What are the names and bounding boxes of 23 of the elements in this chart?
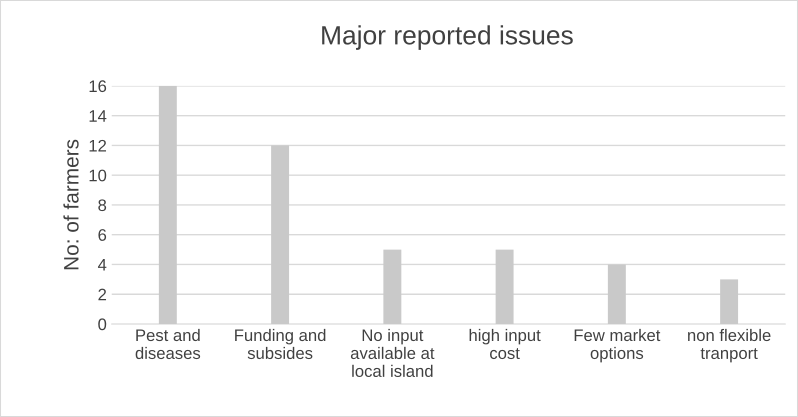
x-tick-label: high input cost [470,328,541,360]
y-tick-label: 12 [90,140,106,152]
bar [720,279,738,324]
y-tick-label: 2 [98,288,106,300]
y-tick-label: 4 [98,259,106,271]
x-tick-label: No input available at local island [350,328,434,378]
y-tick-label: 16 [90,80,106,92]
bar [383,250,402,324]
x-tick-label: Pest and diseases [136,328,200,360]
x-tick-label: Funding and subsides [235,328,326,360]
bar [158,86,177,324]
x-tick-label: non flexible tranport [688,328,771,362]
y-axis-title: No: of farmers [63,140,79,270]
bar [496,250,514,324]
y-tick-label: 6 [98,229,106,241]
y-tick-label: 8 [98,199,106,212]
y-tick-label: 14 [90,110,106,122]
y-tick-label: 0 [98,318,106,330]
bar [608,264,626,324]
chart-title: Major reported issues [322,25,573,50]
x-tick-label: Few market options [574,328,660,362]
y-tick-label: 10 [90,170,106,182]
bar [271,145,290,324]
